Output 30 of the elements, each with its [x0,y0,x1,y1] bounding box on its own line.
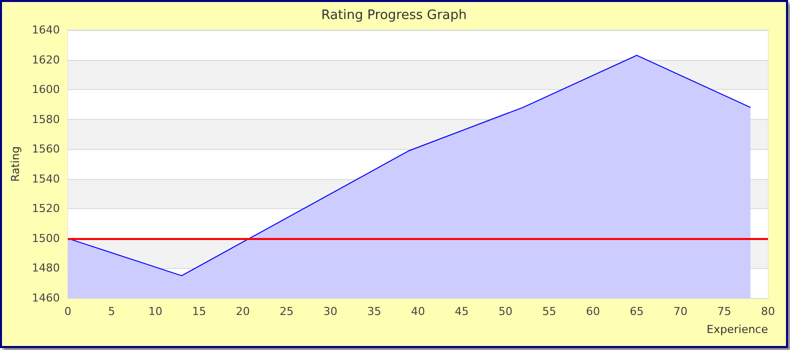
x-tick-label: 5 [108,305,116,318]
x-axis-title: Experience [706,323,768,336]
x-tick-label: 60 [586,305,600,318]
x-tick-label: 25 [280,305,294,318]
x-tick-label: 10 [148,305,162,318]
x-tick-label: 20 [236,305,250,318]
x-tick-label: 30 [323,305,338,318]
y-tick-label: 1480 [32,262,60,275]
x-tick-label: 0 [64,305,72,318]
x-tick-label: 40 [410,305,425,318]
x-tick-label: 75 [717,305,732,318]
x-tick-label: 80 [761,305,775,318]
y-tick-label: 1540 [32,172,60,186]
y-axis-title: Rating [9,146,22,182]
x-tick-label: 65 [630,305,644,318]
x-tick-label: 50 [498,305,512,318]
x-tick-label: 35 [367,305,382,318]
y-tick-label: 1620 [32,53,60,66]
chart-title: Rating Progress Graph [321,8,467,23]
y-tick-label: 1520 [32,202,60,216]
y-tick-label: 1580 [32,112,60,126]
y-tick-label: 1640 [32,24,60,36]
x-tick-label: 55 [542,305,556,318]
y-tick-label: 1500 [32,232,60,245]
y-tick-label: 1600 [32,83,60,96]
y-tick-label: 1560 [32,142,60,156]
y-tick-label: 1460 [32,292,60,304]
x-tick-label: 45 [454,305,469,318]
x-tick-label: 70 [673,305,688,318]
x-tick-label: 15 [192,305,206,318]
